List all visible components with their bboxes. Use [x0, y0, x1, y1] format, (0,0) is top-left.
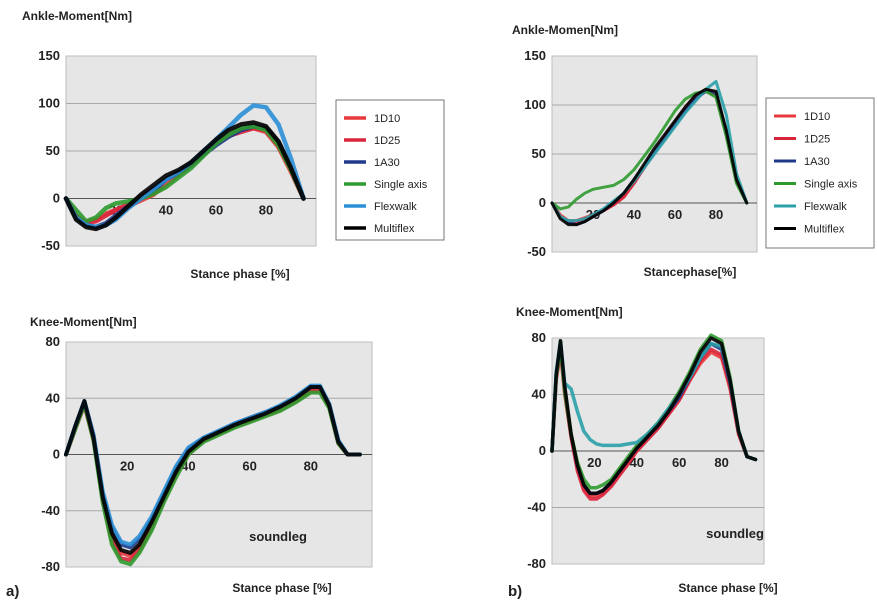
y-tick-label: 0 — [53, 191, 60, 206]
legend-left: 1D10 1D25 1A30 Single axis Flexwalk Multiflex — [335, 99, 445, 241]
series-line-multiflex — [63, 120, 306, 232]
x-axis-label: Stance phase [%] — [232, 581, 331, 595]
y-tick-label: 150 — [524, 48, 546, 63]
chart-title: Knee-Moment[Nm] — [30, 315, 137, 329]
series-line-single-axis — [550, 89, 749, 211]
legend-label: 1D10 — [804, 111, 830, 123]
chart-title: Knee-Moment[Nm] — [516, 305, 623, 319]
x-tick-label: 60 — [209, 203, 223, 218]
x-tick-label: 20 — [587, 455, 601, 470]
legend-label: Flexwalk — [804, 201, 847, 213]
y-tick-label: -50 — [527, 244, 546, 259]
y-tick-label: 100 — [524, 97, 546, 112]
x-axis-label: Stance phase [%] — [190, 267, 289, 281]
panel-label-a: a) — [6, 583, 19, 600]
x-tick-label: 80 — [709, 207, 723, 222]
x-axis-label: Stancephase[%] — [644, 265, 737, 279]
y-tick-label: -50 — [41, 238, 60, 253]
legend-label: Multiflex — [804, 224, 845, 236]
y-tick-label: 80 — [46, 334, 60, 349]
x-tick-label: 40 — [159, 203, 173, 218]
annotation-soundleg: soundleg — [706, 526, 764, 541]
series-line-flexwalk — [550, 339, 758, 462]
legend-label: Multiflex — [374, 223, 415, 235]
legend-label: Flexwalk — [374, 201, 417, 213]
y-tick-label: 40 — [532, 387, 546, 402]
legend-label: 1D25 — [374, 135, 400, 147]
y-tick-label: 0 — [539, 195, 546, 210]
x-tick-label: 20 — [120, 459, 134, 474]
y-tick-label: 150 — [38, 48, 60, 63]
x-tick-label: 40 — [627, 207, 641, 222]
chart-title: Ankle-Momen[Nm] — [512, 23, 618, 37]
series-line-single-axis — [63, 124, 306, 224]
y-tick-label: 40 — [46, 390, 60, 405]
series-line-multiflex — [64, 385, 362, 555]
y-tick-label: 0 — [53, 447, 60, 462]
y-tick-label: 50 — [46, 143, 60, 158]
annotation-soundleg: soundleg — [249, 529, 307, 544]
x-tick-label: 80 — [259, 203, 273, 218]
y-tick-label: -40 — [41, 503, 60, 518]
x-tick-label: 80 — [304, 459, 318, 474]
chart-title: Ankle-Moment[Nm] — [22, 9, 132, 23]
legend-label: 1D10 — [374, 113, 400, 125]
panel-label-b: b) — [508, 583, 522, 600]
y-tick-label: 80 — [532, 330, 546, 345]
legend-box — [335, 99, 445, 241]
y-tick-label: -40 — [527, 500, 546, 515]
legend-label: 1A30 — [374, 157, 400, 169]
legend-right: 1D10 1D25 1A30 Single axis Flexwalk Multiflex — [765, 97, 875, 249]
x-tick-label: 60 — [668, 207, 682, 222]
y-tick-label: -80 — [41, 559, 60, 574]
series-line-multiflex — [550, 87, 749, 227]
legend-box — [765, 97, 875, 249]
legend-label: Single axis — [374, 179, 428, 191]
legend-label: Single axis — [804, 179, 858, 191]
y-tick-label: 50 — [532, 146, 546, 161]
x-tick-label: 60 — [242, 459, 256, 474]
x-tick-label: 80 — [714, 455, 728, 470]
y-tick-label: -80 — [527, 556, 546, 571]
y-tick-label: 100 — [38, 96, 60, 111]
y-tick-label: 0 — [539, 443, 546, 458]
legend-label: 1A30 — [804, 156, 830, 168]
x-tick-label: 60 — [672, 455, 686, 470]
series-line-multiflex — [550, 336, 758, 496]
x-axis-label: Stance phase [%] — [678, 581, 777, 595]
legend-label: 1D25 — [804, 134, 830, 146]
series-line-flexwalk — [550, 80, 749, 223]
